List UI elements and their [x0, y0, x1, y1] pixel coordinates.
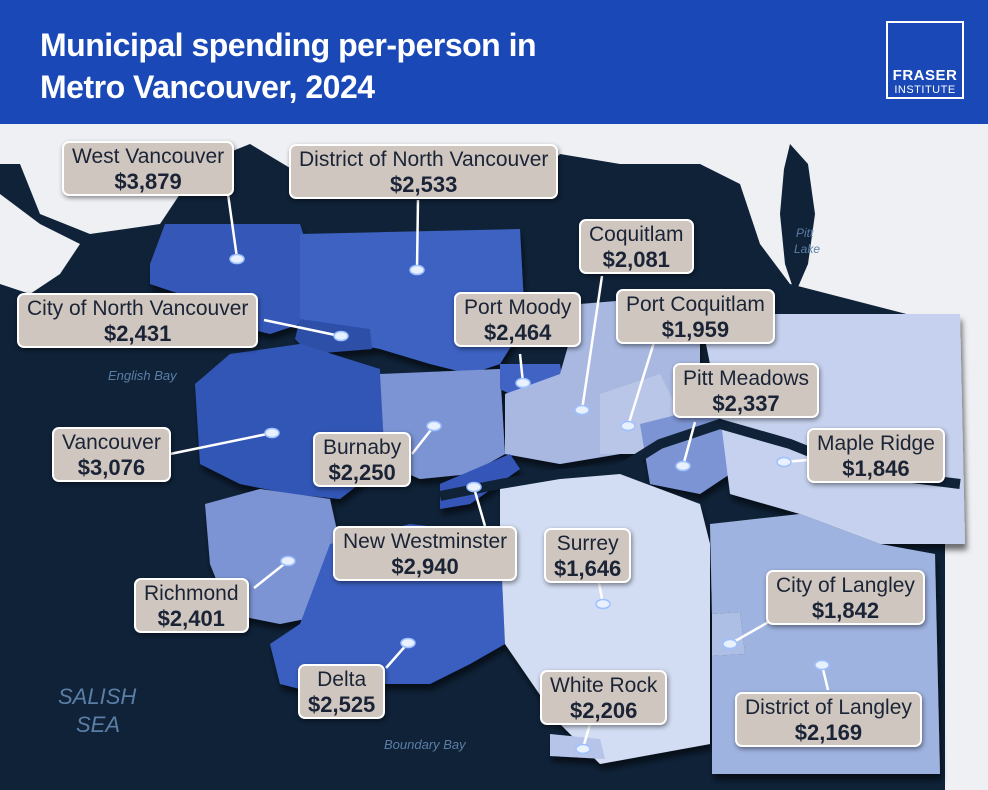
municipality-name: New Westminster [343, 530, 508, 553]
title-line-2: Metro Vancouver, 2024 [40, 69, 375, 105]
municipality-name: Surrey [556, 532, 619, 555]
boundary-bay-label: Boundary Bay [384, 737, 466, 752]
spending-value: $1,959 [661, 317, 730, 342]
municipality-name: District of Langley [745, 696, 912, 719]
page-title: Municipal spending per-person in Metro V… [40, 24, 537, 108]
dot-maple-ridge [776, 456, 792, 468]
spending-value: $1,846 [842, 456, 910, 481]
dot-port-coquitlam [620, 420, 636, 432]
municipality-name: Pitt Meadows [683, 367, 810, 390]
municipality-name: Richmond [144, 582, 239, 605]
fraser-institute-logo: FRASER INSTITUTE [886, 21, 964, 99]
dot-new-westminster [466, 481, 482, 493]
salish-sea-label-2: SEA [76, 712, 121, 737]
salish-sea-label-1: SALISH [58, 684, 137, 709]
callout-pitt-meadows: Pitt Meadows $2,337 [673, 363, 820, 418]
municipality-name: Maple Ridge [817, 432, 935, 455]
english-bay-label: English Bay [108, 368, 177, 383]
municipality-name: White Rock [550, 674, 658, 697]
logo-line-1: FRASER [892, 67, 958, 84]
title-line-1: Municipal spending per-person in [40, 27, 537, 63]
municipality-name: Coquitlam [589, 223, 684, 246]
spending-value: $2,206 [570, 698, 638, 723]
spending-value: $2,401 [157, 606, 225, 631]
leader-pitt-meadows [681, 421, 697, 467]
spending-value: $2,464 [484, 320, 552, 345]
municipality-name: City of Langley [776, 574, 915, 597]
spending-value: $2,525 [308, 692, 376, 717]
pitt-lake-label-2: Lake [794, 242, 821, 256]
west-land [0, 194, 80, 294]
spending-value: $2,431 [104, 321, 172, 346]
leader-new-westminster [472, 487, 487, 527]
municipality-name: Burnaby [323, 436, 402, 459]
municipality-name: Delta [317, 668, 367, 691]
callout-district-of-north-vancouver: District of North Vancouver $2,533 [289, 144, 559, 199]
callout-city-of-langley: City of Langley $1,842 [766, 570, 925, 625]
spending-value: $1,646 [554, 556, 622, 581]
pitt-lake [780, 144, 815, 294]
spending-value: $2,337 [712, 391, 780, 416]
region-city-of-langley [712, 612, 745, 656]
callout-district-of-langley: District of Langley $2,169 [735, 692, 922, 747]
municipality-name: Port Coquitlam [626, 293, 765, 316]
spending-value: $2,081 [602, 247, 670, 272]
region-west-vancouver [150, 224, 310, 334]
spending-value: $3,076 [77, 455, 146, 480]
dot-city-of-north-vancouver [333, 330, 349, 342]
leader-richmond [253, 560, 289, 589]
dot-district-of-langley [814, 659, 830, 671]
municipality-name: District of North Vancouver [299, 148, 549, 171]
callout-delta: Delta $2,525 [298, 664, 386, 719]
region-burnaby [380, 369, 505, 479]
leader-city-of-north-vancouver [263, 318, 341, 338]
dot-district-of-north-vancouver [409, 264, 425, 276]
leader-west-vancouver [226, 193, 239, 259]
callout-west-vancouver: West Vancouver $3,879 [62, 141, 235, 196]
municipality-name: City of North Vancouver [27, 297, 249, 320]
leader-district-of-north-vancouver [415, 199, 420, 270]
dot-coquitlam [574, 404, 590, 416]
logo-line-2: INSTITUTE [894, 84, 956, 96]
callout-port-coquitlam: Port Coquitlam $1,959 [616, 289, 775, 344]
spending-value: $3,879 [114, 169, 182, 194]
spending-value: $2,250 [328, 460, 396, 485]
callout-city-of-north-vancouver: City of North Vancouver $2,431 [17, 293, 259, 348]
callout-surrey: Surrey $1,646 [544, 528, 632, 583]
dot-delta [400, 637, 416, 649]
callout-white-rock: White Rock $2,206 [540, 670, 668, 725]
leader-coquitlam [580, 275, 604, 411]
leader-vancouver [169, 431, 273, 456]
callout-new-westminster: New Westminster $2,940 [333, 526, 518, 581]
header-banner: Municipal spending per-person in Metro V… [0, 0, 988, 124]
dot-west-vancouver [229, 253, 245, 265]
callout-vancouver: Vancouver $3,076 [52, 427, 171, 482]
callout-richmond: Richmond $2,401 [134, 578, 249, 633]
spending-value: $1,842 [811, 598, 880, 623]
dot-port-moody [515, 377, 531, 389]
dot-city-of-langley [722, 638, 738, 650]
leader-burnaby [411, 425, 435, 455]
spending-value: $2,533 [390, 172, 458, 197]
leader-city-of-langley [729, 618, 773, 646]
dot-burnaby [426, 420, 442, 432]
dot-richmond [280, 555, 296, 567]
dot-surrey [595, 598, 611, 610]
spending-value: $2,169 [794, 720, 863, 745]
municipality-name: Vancouver [62, 431, 161, 454]
municipality-name: West Vancouver [72, 145, 225, 168]
dot-pitt-meadows [675, 460, 691, 472]
spending-value: $2,940 [391, 554, 459, 579]
callout-port-moody: Port Moody $2,464 [454, 292, 582, 347]
callout-maple-ridge: Maple Ridge $1,846 [807, 428, 945, 483]
callout-burnaby: Burnaby $2,250 [313, 432, 412, 487]
leader-port-coquitlam [626, 338, 657, 427]
municipality-name: Port Moody [464, 296, 572, 319]
dot-white-rock [575, 743, 591, 755]
callout-coquitlam: Coquitlam $2,081 [579, 219, 694, 274]
pitt-lake-label-1: Pitt [796, 226, 814, 240]
dot-vancouver [264, 427, 280, 439]
